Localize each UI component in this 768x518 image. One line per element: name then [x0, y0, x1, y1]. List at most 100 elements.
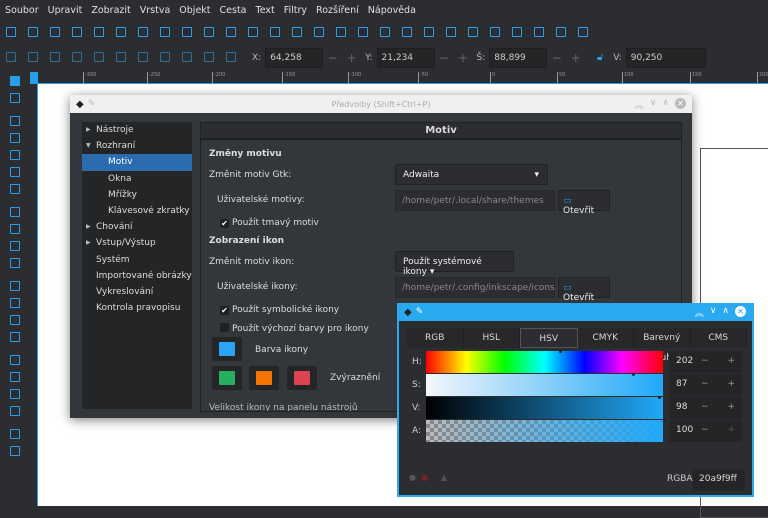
zoom-icon[interactable] [10, 429, 20, 439]
select-all-layers-icon[interactable] [28, 51, 38, 62]
tree-item[interactable]: ▼ Rozhraní [82, 138, 192, 154]
preferences-icon[interactable] [578, 27, 588, 37]
gtk-theme-dropdown[interactable]: Adwaita ▾ [395, 164, 548, 185]
menu-9[interactable]: Nápověda [367, 4, 416, 16]
menu-0[interactable]: Soubor [5, 4, 39, 16]
ellipse-icon[interactable] [10, 133, 20, 143]
value-spinbox[interactable]: 98 − + [669, 397, 742, 419]
color-tab[interactable]: HSV [520, 328, 578, 348]
mesh-icon[interactable] [10, 298, 20, 308]
expand-arrow-icon[interactable]: ▶ [86, 239, 91, 247]
star-icon[interactable] [10, 150, 20, 160]
align-icon[interactable] [534, 27, 544, 37]
plus-button[interactable]: + [727, 379, 735, 389]
color-tab[interactable]: HSL [464, 328, 520, 348]
pen-icon[interactable] [10, 224, 20, 234]
height-input[interactable]: 90,250 [625, 48, 706, 68]
ungroup-icon[interactable] [424, 27, 434, 37]
plus-button[interactable]: + [727, 356, 735, 366]
value-slider[interactable] [426, 396, 663, 419]
x-input[interactable]: 64,258 [265, 48, 324, 68]
hue-spinbox[interactable]: 202− + [669, 351, 742, 373]
user-themes-path[interactable]: /home/petr/.local/share/themes [395, 190, 555, 211]
zoom-page-icon[interactable] [292, 27, 302, 37]
color-tab[interactable]: Barevný kruh [634, 328, 691, 363]
spiral-icon[interactable] [10, 184, 20, 194]
import-icon[interactable] [94, 27, 104, 37]
preferences-titlebar[interactable]: ◆ ✎ Předvolby (Shift+Ctrl+P) ︽ ∨ ∧ ✕ [70, 95, 692, 113]
export-icon[interactable] [116, 27, 126, 37]
minus-button[interactable]: − [701, 356, 709, 366]
rect-icon[interactable] [10, 116, 20, 126]
minus-button[interactable]: − [701, 379, 709, 389]
width-plus[interactable]: + [570, 51, 581, 65]
width-input[interactable]: 88,899 [489, 48, 548, 68]
group-icon[interactable] [402, 27, 412, 37]
x-plus[interactable]: + [346, 51, 357, 65]
minus-button[interactable]: − [701, 425, 709, 435]
calligraphy-icon[interactable] [10, 241, 20, 251]
open-icon[interactable] [28, 27, 38, 37]
error-color-button[interactable] [287, 366, 317, 390]
expand-arrow-icon[interactable]: ▶ [86, 223, 91, 231]
icon-color-button[interactable] [212, 337, 242, 361]
menu-4[interactable]: Objekt [179, 4, 211, 16]
hue-value[interactable]: 202 [676, 356, 694, 366]
pin-icon[interactable]: ✎ [87, 99, 96, 109]
gradient-icon[interactable] [10, 281, 20, 291]
saturation-spinbox[interactable]: 87 − + [669, 374, 742, 396]
minimize-icon[interactable]: ∨ [649, 98, 657, 108]
pin-icon[interactable]: ✎ [415, 307, 424, 317]
tree-item[interactable]: Mřížky [82, 187, 192, 203]
tree-item[interactable]: Motiv [82, 154, 192, 171]
value-value[interactable]: 98 [676, 402, 688, 412]
color-tab[interactable]: CMYK [578, 328, 634, 348]
color-tab[interactable]: RGB [407, 328, 464, 348]
text-font-icon[interactable] [468, 27, 478, 37]
menu-2[interactable]: Zobrazit [91, 4, 131, 16]
rotate-cw-icon[interactable] [94, 51, 104, 62]
undo-icon[interactable] [138, 27, 148, 37]
layers-icon[interactable] [490, 27, 500, 37]
plus-button[interactable]: + [727, 402, 735, 412]
slider-marker[interactable] [658, 396, 662, 399]
tweak-icon[interactable] [10, 355, 20, 365]
collapse-arrow-icon[interactable]: ▼ [86, 142, 91, 150]
menu-6[interactable]: Text [255, 4, 275, 16]
menu-1[interactable]: Upravit [47, 4, 83, 16]
y-minus[interactable]: − [439, 51, 450, 65]
maximize-icon[interactable]: ∧ [722, 306, 729, 316]
clone-icon[interactable] [358, 27, 368, 37]
lower-bottom-icon[interactable] [226, 51, 236, 62]
plus-button[interactable]: + [727, 425, 735, 435]
slider-marker[interactable] [558, 350, 562, 353]
new-icon[interactable] [6, 27, 16, 37]
xml-editor-icon[interactable] [446, 27, 456, 37]
connector-icon[interactable] [10, 406, 20, 416]
success-color-button[interactable] [212, 366, 242, 390]
rgba-input[interactable]: 20a9f9ff [693, 469, 745, 491]
open-themes-button[interactable]: ▭ Otevřít [558, 190, 610, 216]
cut-icon[interactable] [204, 27, 214, 37]
select-all-icon[interactable] [6, 51, 16, 62]
warning-color-button[interactable] [249, 366, 279, 390]
y-input[interactable]: 21,234 [376, 48, 435, 68]
tree-item[interactable]: ▶ Chování [82, 219, 192, 235]
unlink-clone-icon[interactable] [380, 27, 390, 37]
text-icon[interactable] [10, 258, 20, 268]
maximize-icon[interactable]: ∧ [662, 98, 669, 108]
color-titlebar[interactable]: ◆ ✎ ︽ ∨ ∧ ✕ [399, 303, 752, 321]
minus-button[interactable]: − [701, 402, 709, 412]
raise-icon[interactable] [182, 51, 192, 62]
alpha-value[interactable]: 100 [676, 425, 694, 435]
lock-icon[interactable]: 🔓︎ [597, 52, 604, 63]
shade-icon[interactable]: ︽ [634, 101, 644, 111]
alpha-spinbox[interactable]: 100− + [669, 420, 742, 442]
hue-slider[interactable] [426, 350, 663, 373]
spray-icon[interactable] [10, 372, 20, 382]
selector-icon[interactable] [10, 76, 20, 86]
lower-icon[interactable] [204, 51, 214, 62]
eraser-icon[interactable] [10, 389, 20, 399]
x-minus[interactable]: − [327, 51, 338, 65]
alpha-slider[interactable] [426, 419, 666, 442]
